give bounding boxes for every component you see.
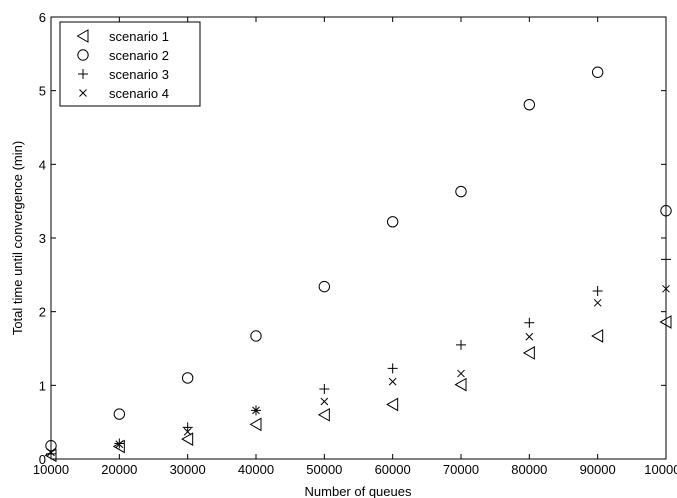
x-tick-label: 70000 bbox=[443, 462, 479, 477]
axis-ticks: 10000 20000 30000 40000 50000 60000 70000 80000… bbox=[33, 10, 677, 477]
data-point bbox=[46, 448, 56, 459]
data-point bbox=[522, 346, 535, 360]
legend-marker bbox=[77, 49, 89, 61]
data-point bbox=[320, 397, 329, 406]
data-point bbox=[250, 330, 262, 342]
x-tick-label: 10000 bbox=[33, 462, 69, 477]
data-point bbox=[113, 408, 126, 420]
data-point bbox=[455, 185, 467, 198]
series-3 bbox=[46, 254, 671, 459]
data-point bbox=[387, 363, 398, 374]
data-point bbox=[524, 317, 535, 328]
data-point bbox=[388, 377, 397, 386]
legend-marker bbox=[76, 29, 89, 43]
data-point bbox=[525, 332, 534, 341]
data-point bbox=[114, 438, 125, 449]
y-axis-label: Total time until convergence (min) bbox=[10, 141, 25, 335]
data-point bbox=[183, 427, 192, 436]
data-point bbox=[593, 298, 602, 307]
y-tick-label: 1 bbox=[39, 378, 46, 393]
data-point bbox=[249, 417, 262, 432]
data-marks bbox=[44, 66, 672, 463]
data-point bbox=[318, 280, 331, 293]
x-tick-label: 60000 bbox=[375, 462, 411, 477]
data-point bbox=[454, 377, 467, 392]
y-tick-label: 0 bbox=[39, 452, 46, 467]
y-tick-label: 4 bbox=[39, 157, 46, 172]
data-point bbox=[47, 448, 55, 457]
x-tick-label: 90000 bbox=[580, 462, 616, 477]
data-point bbox=[319, 384, 330, 395]
x-tick-label: 30000 bbox=[170, 462, 206, 477]
data-point bbox=[252, 406, 260, 415]
y-tick-label: 3 bbox=[39, 231, 46, 246]
legend-marker bbox=[79, 89, 87, 97]
y-tick-label: 6 bbox=[39, 10, 46, 25]
y-tick-label: 2 bbox=[39, 305, 46, 320]
x-tick-label: 50000 bbox=[306, 462, 342, 477]
y-tick-label: 5 bbox=[39, 84, 46, 99]
data-point bbox=[182, 422, 193, 433]
data-point bbox=[591, 66, 604, 78]
data-point bbox=[181, 432, 194, 446]
data-point bbox=[115, 440, 124, 449]
data-point bbox=[181, 372, 194, 384]
data-point bbox=[456, 339, 466, 350]
series-2 bbox=[45, 66, 672, 452]
x-tick-label: 20000 bbox=[101, 462, 137, 477]
data-point bbox=[662, 284, 670, 293]
data-point bbox=[386, 397, 399, 412]
legend: scenario 1 scenario 2 scenario 3 scenario 4 bbox=[59, 21, 201, 107]
legend-label: scenario 4 bbox=[109, 86, 169, 101]
data-point bbox=[661, 254, 671, 265]
data-point bbox=[457, 369, 465, 378]
legend-label: scenario 3 bbox=[109, 67, 169, 82]
legend-label: scenario 1 bbox=[109, 29, 169, 44]
series-4 bbox=[47, 284, 670, 457]
data-point bbox=[317, 407, 330, 422]
x-tick-label: 40000 bbox=[238, 462, 274, 477]
legend-marker bbox=[78, 69, 88, 79]
data-point bbox=[660, 205, 672, 217]
x-tick-label: 80000 bbox=[511, 462, 547, 477]
legend-label: scenario 2 bbox=[109, 48, 169, 63]
data-point bbox=[592, 286, 603, 297]
data-point bbox=[523, 98, 536, 111]
data-point bbox=[591, 329, 604, 343]
x-axis-label: Number of queues bbox=[305, 484, 412, 498]
data-point bbox=[659, 315, 672, 329]
series-1 bbox=[44, 315, 672, 463]
data-point bbox=[386, 216, 399, 228]
